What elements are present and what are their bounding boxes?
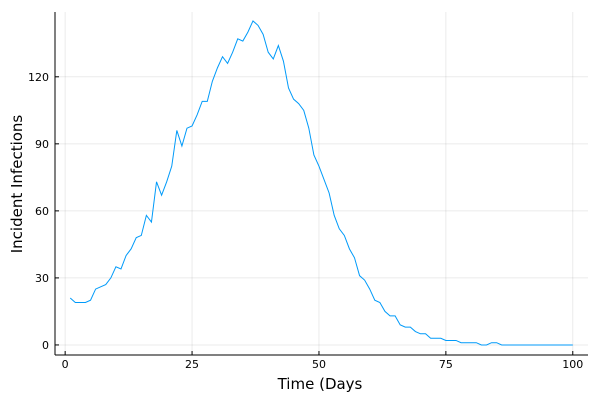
y-tick-label: 120 <box>28 71 49 84</box>
y-tick-label: 30 <box>35 272 49 285</box>
y-tick-label: 60 <box>35 205 49 218</box>
x-tick-label: 75 <box>439 358 453 371</box>
line-series <box>69 20 573 346</box>
y-axis-label: Incident Infections <box>8 115 26 254</box>
x-tick-label: 100 <box>562 358 583 371</box>
y-tick-label: 90 <box>35 138 49 151</box>
x-tick-label: 25 <box>185 358 199 371</box>
x-tick-label: 0 <box>62 358 69 371</box>
y-tick-label: 0 <box>42 339 49 352</box>
x-axis-label: Time (Days <box>277 375 363 393</box>
x-tick-label: 50 <box>312 358 326 371</box>
